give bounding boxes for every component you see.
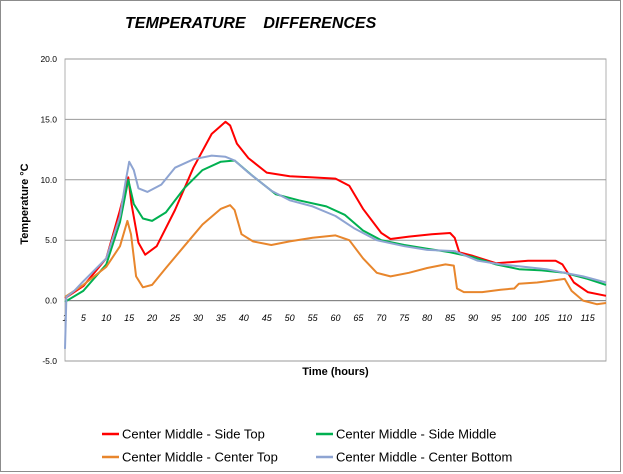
x-tick-label: 90 — [468, 313, 478, 323]
x-tick-label: 85 — [445, 313, 456, 323]
x-tick-label: 20 — [146, 313, 157, 323]
x-tick-label: 110 — [558, 313, 572, 323]
x-tick-label: 35 — [216, 313, 227, 323]
x-tick-label: 95 — [491, 313, 502, 323]
x-tick-label: 105 — [534, 313, 550, 323]
x-tick-label: 80 — [422, 313, 432, 323]
legend-item: Center Middle - Side Middle — [316, 427, 496, 442]
legend-item: Center Middle - Side Top — [102, 427, 265, 442]
x-tick-label: 15 — [124, 313, 135, 323]
legend-label: Center Middle - Side Top — [122, 427, 265, 442]
legend-label: Center Middle - Center Top — [122, 450, 278, 465]
legend-label: Center Middle - Side Middle — [336, 427, 496, 442]
y-tick-label: 20.0 — [40, 54, 57, 64]
x-axis-title: Time (hours) — [302, 366, 369, 378]
series-line-1 — [64, 120, 607, 300]
legend-box — [64, 413, 605, 471]
y-tick-label: 15.0 — [40, 114, 57, 124]
y-axis-title: Temperature °C — [19, 163, 31, 244]
y-tick-label: -5.0 — [42, 356, 57, 366]
x-tick-label: 70 — [376, 313, 386, 323]
x-tick-label: 100 — [511, 313, 526, 323]
x-tick-label: 25 — [169, 313, 181, 323]
x-axis-ticks: 1 5 10 15 20 25 30 35 40 45 50 55 60 65 70 75 80 85 90 95 10… — [62, 300, 606, 323]
x-tick-label: 40 — [239, 313, 249, 323]
y-tick-label: 0.0 — [45, 296, 57, 306]
x-tick-label: 50 — [285, 313, 295, 323]
x-tick-label: 75 — [399, 313, 410, 323]
series-line-4 — [64, 154, 607, 349]
x-tick-label: 55 — [308, 313, 319, 323]
chart-title: TEMPERATURE DIFFERENCES — [125, 15, 377, 32]
x-tick-label: 5 — [81, 313, 87, 323]
legend-item: Center Middle - Center Bottom — [316, 450, 512, 465]
legend-label: Center Middle - Center Bottom — [336, 450, 512, 465]
y-tick-label: 5.0 — [45, 235, 57, 245]
x-tick-label: 115 — [580, 313, 595, 323]
series-line-3 — [64, 204, 607, 306]
x-tick-label: 10 — [101, 313, 111, 323]
x-tick-label: 30 — [193, 313, 203, 323]
legend: Center Middle - Side Top Center Middle - … — [102, 427, 512, 465]
y-tick-label: 10.0 — [40, 175, 57, 185]
series-lines — [64, 120, 607, 349]
y-axis-ticks: -5.0 0.0 5.0 10.0 15.0 20.0 — [40, 54, 57, 366]
x-tick-label: 60 — [330, 313, 340, 323]
x-tick-label: 65 — [353, 313, 364, 323]
x-tick-label: 45 — [262, 313, 273, 323]
legend-item: Center Middle - Center Top — [102, 450, 278, 465]
